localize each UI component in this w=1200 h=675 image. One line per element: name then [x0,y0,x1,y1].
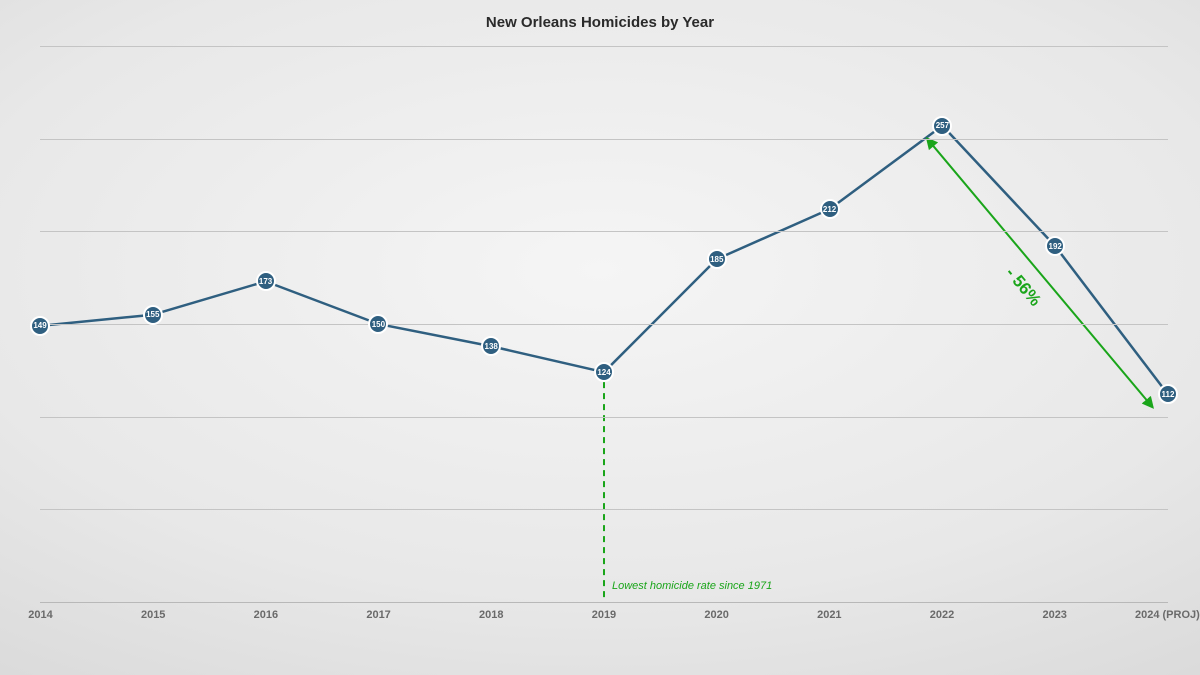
gridline [40,231,1168,232]
data-point-marker: 212 [820,199,840,219]
x-tick: 2016 [265,609,266,621]
data-point-marker: 173 [256,271,276,291]
gridline [40,139,1168,140]
x-tick: 2022 [942,609,943,621]
change-arrow [927,139,1153,408]
data-point-marker: 185 [707,249,727,269]
gridline [40,602,1168,603]
gridline [40,417,1168,418]
chart-container: New Orleans Homicides by Year 2014201520… [0,0,1200,675]
data-point: 257 [932,116,952,136]
x-tick: 2017 [378,609,379,621]
data-point: 185 [707,249,727,269]
x-tick: 2024 (PROJ) [1167,609,1168,621]
data-point-marker: 138 [481,336,501,356]
data-point: 155 [143,305,163,325]
data-point-marker: 149 [30,316,50,336]
x-tick: 2020 [716,609,717,621]
x-tick: 2015 [153,609,154,621]
data-point-marker: 155 [143,305,163,325]
gridline [40,509,1168,510]
data-point: 173 [256,271,276,291]
data-point-marker: 257 [932,116,952,136]
data-point: 212 [820,199,840,219]
chart-title: New Orleans Homicides by Year [0,14,1200,31]
reference-annotation: Lowest homicide rate since 1971 [612,580,772,592]
data-point-marker: 192 [1045,236,1065,256]
x-tick: 2021 [829,609,830,621]
data-point-marker: 112 [1158,384,1178,404]
data-point: 112 [1158,384,1178,404]
data-point: 124 [594,362,614,382]
data-point: 138 [481,336,501,356]
data-point: 192 [1045,236,1065,256]
x-tick: 2014 [40,609,41,621]
data-point: 149 [30,316,50,336]
x-tick: 2019 [603,609,604,621]
data-point: 150 [368,314,388,334]
x-axis: 2014 2015 2016 2017 2018 2019 2020 2021 2022 2023… [40,602,1168,628]
gridline [40,324,1168,325]
x-tick: 2018 [491,609,492,621]
plot-area: 2014 2015 2016 2017 2018 2019 2020 2021 2022 2023… [40,46,1168,628]
data-point-marker: 150 [368,314,388,334]
data-point-marker: 124 [594,362,614,382]
x-tick: 2023 [1054,609,1055,621]
data-line [40,126,1168,395]
gridline [40,46,1168,47]
